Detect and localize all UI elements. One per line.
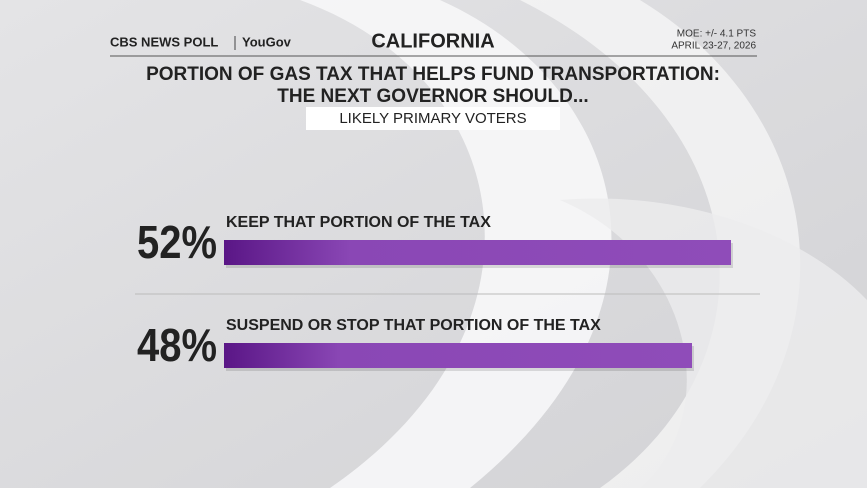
title: PORTION OF GAS TAX THAT HELPS FUND TRANS… — [146, 64, 720, 85]
region: CALIFORNIA — [371, 30, 494, 52]
bar — [224, 240, 731, 265]
category-label: SUSPEND OR STOP THAT PORTION OF THE TAX — [226, 317, 601, 334]
title: THE NEXT GOVERNOR SHOULD... — [277, 86, 588, 107]
dates: APRIL 23-27, 2026 — [671, 41, 756, 52]
category-label: KEEP THAT PORTION OF THE TAX — [226, 214, 491, 231]
value-label: 52% — [137, 216, 217, 268]
partner: YouGov — [242, 34, 292, 49]
bg-curve — [560, 198, 867, 488]
brand: CBS NEWS POLL — [110, 34, 218, 49]
subtitle: LIKELY PRIMARY VOTERS — [339, 110, 526, 127]
subtitle-box — [306, 107, 560, 130]
bar — [224, 343, 692, 368]
moe: MOE: +/- 4.1 PTS — [677, 29, 757, 40]
value-label: 48% — [137, 319, 217, 371]
